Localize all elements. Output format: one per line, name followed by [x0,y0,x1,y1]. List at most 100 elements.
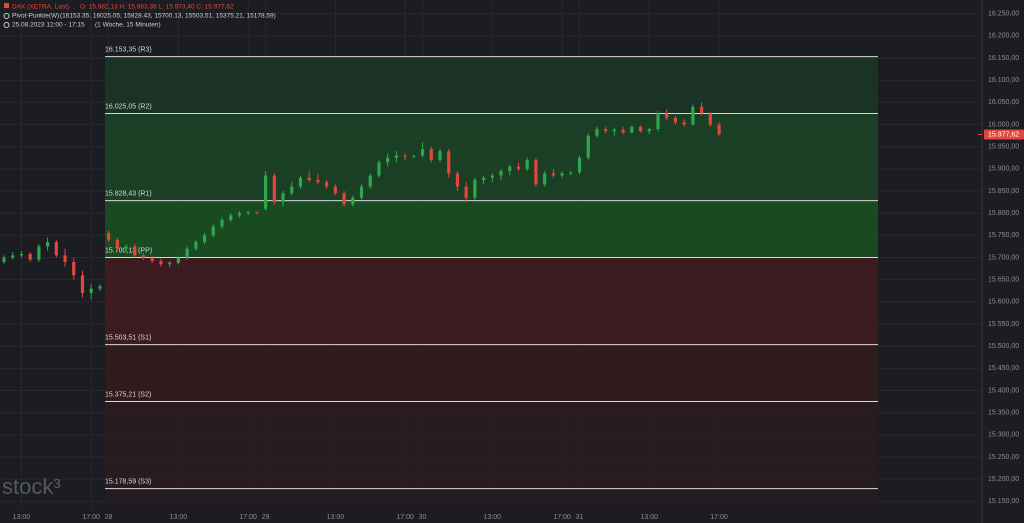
last-price-box [984,129,1024,140]
y-tick-label: 15.950,00 [988,144,1019,151]
candle-body [281,193,285,203]
candle-body [447,151,451,174]
y-tick-label: 16.150,00 [988,55,1019,62]
candle-body [638,126,643,132]
candle-body [316,179,320,183]
candle-body [194,242,198,249]
candle-body [630,126,634,133]
candle-body [516,166,521,169]
candle-body [176,257,180,263]
candle-body [403,155,407,157]
candle-body [255,212,259,214]
indicator-values: (16153.35, 16025.05, 15828.43, 15700.13,… [60,13,276,20]
indicator-icon [3,13,10,19]
candle-body [28,254,32,260]
y-tick-label: 15.600,00 [988,299,1019,306]
pivot-label: 15.503,51 (S1) [105,334,151,341]
candle-body [2,257,6,262]
candle-body [141,255,146,258]
candle-body [11,255,15,258]
candle-body [482,177,486,180]
candle-body [237,213,242,216]
plot: 15.150,00 15.200,00 15.250,00 15.300,00 15.3… [2,11,1024,521]
candle-body [464,186,468,198]
pivot-label: 15.375,21 (S2) [105,391,151,398]
candle-body [19,254,24,256]
candle-body [420,148,425,156]
y-tick-label: 15.650,00 [988,277,1019,284]
candle-body [586,135,590,158]
x-tick-label: 17:00 [239,514,257,521]
candle-body [595,128,599,136]
candle-body [202,235,207,243]
y-tick-label: 15.800,00 [988,210,1019,217]
candle-body [394,155,398,158]
candle-body [229,215,233,220]
candle-body [307,177,311,180]
instrument: DAX (XETRA, Last) [12,4,69,11]
x-tick-label: 30 [419,514,427,521]
candle-body [543,173,547,185]
x-tick-label: 13:00 [327,514,345,521]
pivot-label: 15.178,59 (S3) [105,479,151,486]
pivot-zone [105,56,878,114]
candle-body [46,242,50,247]
y-tick-label: 15.550,00 [988,321,1019,328]
candle-body [569,172,573,174]
pivot-label: 16.025,05 (R2) [105,103,152,110]
candle-body [665,113,669,118]
candle-body [298,177,303,187]
y-tick-label: 16.200,00 [988,33,1019,40]
y-tick-label: 15.400,00 [988,387,1019,394]
candle-body [412,155,416,157]
period-note: (1 Woche, 15 Minuten) [95,22,161,29]
pivot-label: 15.828,43 (R1) [105,190,152,197]
y-tick-label: 15.200,00 [988,476,1019,483]
candle-body [133,246,137,256]
watermark: stock³ [2,474,61,499]
instrument-icon [4,3,9,8]
candle-body [700,106,704,114]
candle-body [621,129,625,133]
candle-body [708,113,712,125]
period-icon [3,22,10,28]
candle-body [211,226,215,236]
y-tick-label: 15.750,00 [988,232,1019,239]
candle-body [80,275,85,294]
period: 25.08.2023 12:00 - 17:15 [12,22,85,29]
y-tick-label: 15.250,00 [988,454,1019,461]
candle-body [168,262,172,265]
candle-body [325,182,329,187]
candle-body [647,128,651,132]
candle-body [534,160,538,185]
candle-body [717,124,721,135]
candle-body [455,173,460,187]
candle-body [107,233,111,240]
y-tick-label: 15.350,00 [988,410,1019,417]
candle-body [159,261,163,265]
candle-body [551,173,555,176]
candle-body [54,242,58,256]
y-tick-label: 15.450,00 [988,365,1019,372]
y-tick-label: 15.900,00 [988,166,1019,173]
y-tick-label: 16.100,00 [988,77,1019,84]
x-tick-label: 17:00 [396,514,414,521]
candle-body [604,128,608,132]
candle-body [673,117,678,123]
candle-body [246,212,250,214]
x-tick-label: 13:00 [484,514,502,521]
candle-body [368,175,372,187]
candle-body [377,162,381,176]
candle-body [220,219,224,227]
candle-body [150,257,154,262]
x-tick-label: 17:00 [710,514,728,521]
x-tick-label: 29 [262,514,270,521]
pivot-zone [105,344,878,402]
candle-body [577,157,582,173]
candle-body [499,171,503,176]
candle-body [612,129,616,132]
candle-body [691,106,695,125]
pivot-zone [105,113,878,201]
candle-body [89,288,93,294]
candle-body [63,255,67,262]
